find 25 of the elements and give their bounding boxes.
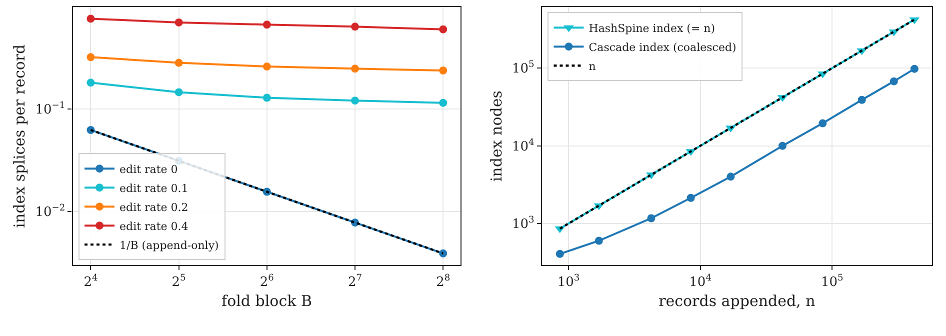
y-tick-label: 10$^{3}$: [512, 216, 535, 232]
y-tick-label: 10$^{5}$: [512, 60, 535, 77]
x-axis-title: fold block B: [222, 292, 312, 310]
x-tick-label: 2$^{5}$: [172, 273, 186, 290]
legend-label: Cascade index (coalesced): [588, 40, 736, 54]
x-tick-label: 2$^{7}$: [348, 273, 362, 290]
x-tick-label: 10$^{4}$: [689, 273, 712, 290]
legend-label: edit rate 0.2: [120, 200, 188, 214]
x-tick-label: 2$^{8}$: [436, 273, 450, 290]
x-tick-label: 10$^{3}$: [557, 273, 580, 290]
legend-label: HashSpine index (= n): [588, 22, 716, 35]
y-axis-title: index splices per record: [10, 44, 28, 228]
y-tick-label: 10$^{−2}$: [35, 204, 66, 220]
legend-label: n: [588, 60, 596, 73]
x-tick-label: 2$^{4}$: [84, 273, 98, 290]
legend-label: 1/B (append-only): [120, 238, 219, 252]
y-tick-label: 10$^{4}$: [512, 138, 535, 154]
y-tick-label: 10$^{−1}$: [35, 101, 66, 118]
x-tick-label: 10$^{5}$: [820, 273, 844, 290]
legend-label: edit rate 0.1: [120, 182, 188, 195]
legend-label: edit rate 0: [120, 162, 178, 176]
x-tick-label: 2$^{6}$: [260, 273, 274, 290]
x-axis-title: records appended, n: [658, 292, 816, 310]
y-axis-title: index nodes: [487, 90, 506, 182]
legend-label: edit rate 0.4: [120, 220, 188, 233]
